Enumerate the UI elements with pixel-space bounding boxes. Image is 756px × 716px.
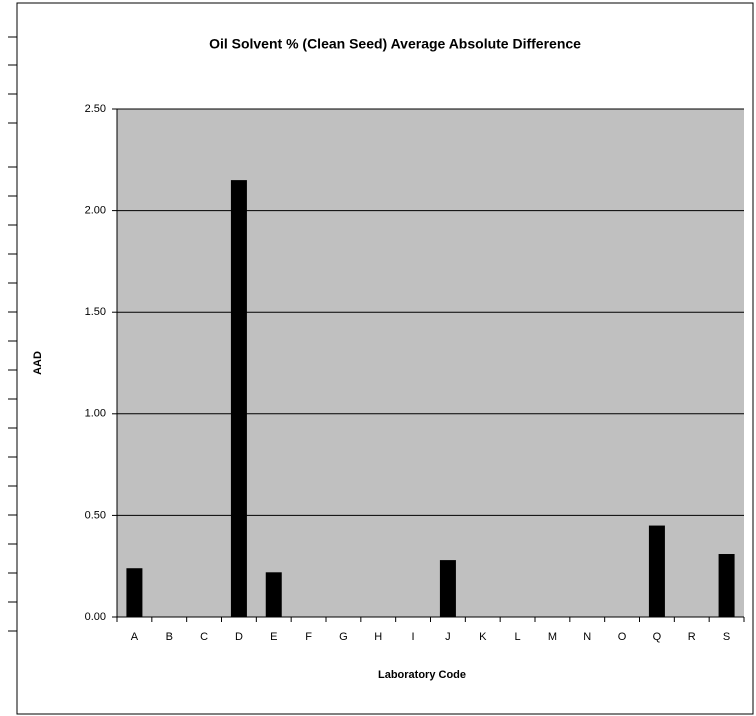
x-tick-label: J bbox=[445, 631, 451, 643]
x-tick-label: G bbox=[339, 631, 348, 643]
bar bbox=[126, 568, 143, 617]
bar bbox=[718, 554, 735, 617]
y-axis-label: AAD bbox=[32, 351, 44, 375]
y-tick-label: 0.00 bbox=[85, 611, 106, 623]
x-tick-label: E bbox=[270, 631, 277, 643]
x-tick-label: L bbox=[515, 631, 521, 643]
bar bbox=[265, 572, 282, 617]
bar bbox=[439, 560, 456, 617]
x-axis-label: Laboratory Code bbox=[378, 669, 466, 681]
plot-area bbox=[117, 109, 744, 617]
x-tick-label: I bbox=[412, 631, 415, 643]
x-tick-label: R bbox=[688, 631, 696, 643]
y-tick-label: 1.50 bbox=[85, 306, 106, 318]
y-tick-label: 2.00 bbox=[85, 205, 106, 217]
y-tick-label: 1.00 bbox=[85, 408, 106, 420]
y-tick-label: 2.50 bbox=[85, 103, 106, 115]
x-tick-label: D bbox=[235, 631, 243, 643]
x-tick-label: M bbox=[548, 631, 557, 643]
y-tick-label: 0.50 bbox=[85, 509, 106, 521]
bar bbox=[648, 525, 665, 617]
x-tick-label: C bbox=[200, 631, 208, 643]
sheet-row-marks bbox=[8, 36, 17, 632]
x-tick-label: K bbox=[479, 631, 487, 643]
chart-title: Oil Solvent % (Clean Seed) Average Absol… bbox=[209, 36, 581, 52]
x-tick-label: H bbox=[374, 631, 382, 643]
x-tick-label: Q bbox=[653, 631, 662, 643]
x-tick-label: F bbox=[305, 631, 312, 643]
x-tick-label: S bbox=[723, 631, 730, 643]
x-tick-label: O bbox=[618, 631, 627, 643]
x-tick-label: B bbox=[166, 631, 173, 643]
bar bbox=[230, 180, 247, 617]
x-tick-label: N bbox=[583, 631, 591, 643]
x-tick-label: A bbox=[131, 631, 139, 643]
